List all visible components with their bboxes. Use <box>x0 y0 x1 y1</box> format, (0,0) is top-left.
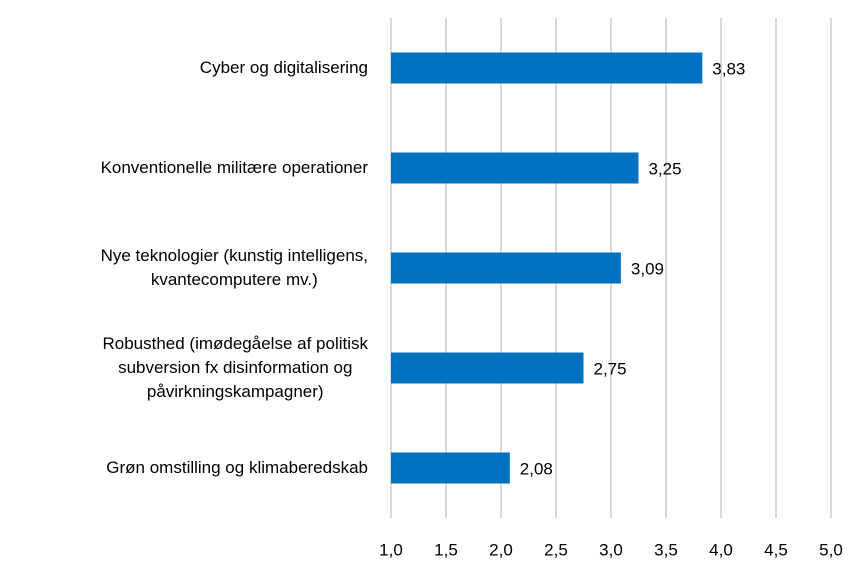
y-tick-label: Robusthed (imødegåelse af politisk subve… <box>102 334 368 401</box>
value-label: 2,75 <box>594 359 627 378</box>
x-tick-label: 3,5 <box>654 540 678 559</box>
x-tick-label: 3,0 <box>599 540 623 559</box>
x-tick-label: 4,0 <box>709 540 733 559</box>
y-tick-label: Cyber og digitalisering <box>199 58 368 77</box>
x-tick-label: 5,0 <box>819 540 843 559</box>
category-label-box: Cyber og digitalisering <box>200 56 368 80</box>
value-label: 3,25 <box>649 159 682 178</box>
category-label-box: Grøn omstilling og klimaberedskab <box>106 456 368 480</box>
x-tick-label: 1,0 <box>379 540 403 559</box>
y-tick-label: Konventionelle militære operationer <box>100 158 368 177</box>
value-label: 3,83 <box>712 59 745 78</box>
x-tick-label: 4,5 <box>764 540 788 559</box>
x-tick-label: 1,5 <box>434 540 458 559</box>
category-label-box: Nye teknologier (kunstig intelligens, kv… <box>101 244 368 292</box>
y-tick-label: Nye teknologier (kunstig intelligens, kv… <box>100 246 368 289</box>
bar <box>391 352 584 384</box>
x-tick-label: 2,5 <box>544 540 568 559</box>
value-label: 2,08 <box>520 459 553 478</box>
bar <box>391 452 510 484</box>
x-tick-label: 2,0 <box>489 540 513 559</box>
bar <box>391 152 639 184</box>
value-label: 3,09 <box>631 259 664 278</box>
bar <box>391 52 703 84</box>
bar <box>391 252 621 284</box>
category-label-box: Konventionelle militære operationer <box>101 156 368 180</box>
y-tick-label: Grøn omstilling og klimaberedskab <box>106 458 368 477</box>
category-label-box: Robusthed (imødegåelse af politisk subve… <box>102 332 368 404</box>
